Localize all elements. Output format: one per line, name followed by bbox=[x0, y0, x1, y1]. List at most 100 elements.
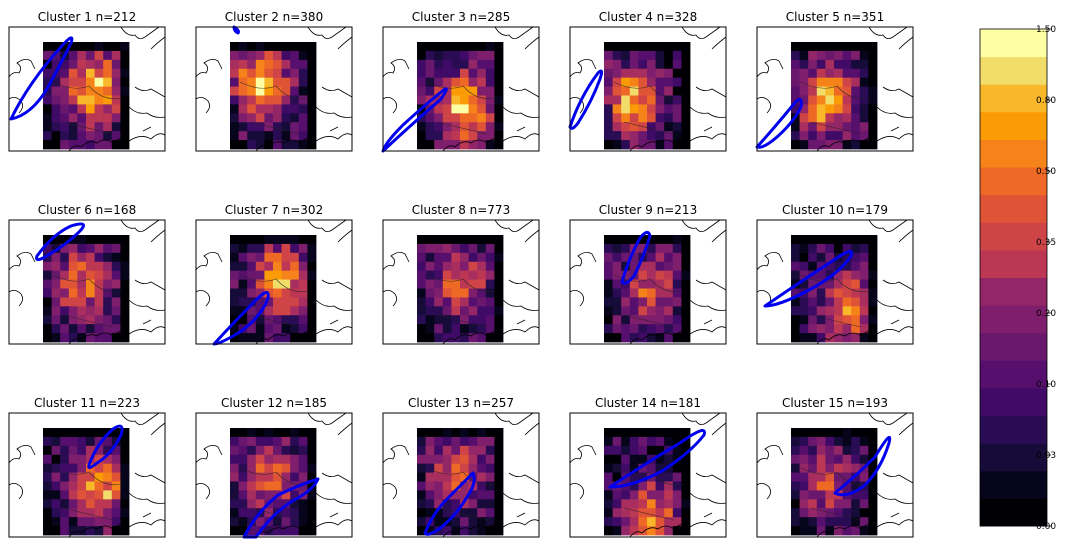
heatmap-cell bbox=[485, 131, 495, 141]
heatmap-cell bbox=[681, 122, 691, 132]
heatmap-cell bbox=[842, 428, 852, 438]
heatmap-cell bbox=[647, 445, 656, 456]
heatmap-cell bbox=[638, 68, 648, 79]
heatmap-cell bbox=[655, 104, 665, 114]
heatmap-cell bbox=[638, 499, 648, 509]
heatmap-cell bbox=[629, 140, 639, 150]
heatmap-cell bbox=[86, 252, 95, 263]
contour-overlay bbox=[9, 36, 74, 121]
heatmap-cell bbox=[273, 297, 282, 307]
heatmap-cell bbox=[43, 42, 52, 52]
heatmap-cell bbox=[120, 50, 130, 61]
heatmap-cell bbox=[647, 122, 656, 132]
heatmap-cell bbox=[43, 131, 52, 141]
map-panel: Cluster 6 n=168 bbox=[8, 203, 166, 345]
heatmap-cell bbox=[290, 508, 300, 518]
heatmap-cell bbox=[655, 445, 665, 456]
heatmap-cell bbox=[247, 270, 257, 280]
heatmap-cell bbox=[51, 499, 61, 509]
heatmap-cell bbox=[494, 68, 504, 79]
heatmap-cell bbox=[442, 306, 452, 316]
heatmap-cell bbox=[859, 42, 869, 52]
heatmap-cell bbox=[681, 288, 691, 298]
heatmap-cell bbox=[111, 131, 121, 141]
heatmap-cell bbox=[816, 288, 826, 298]
heatmap-cell bbox=[120, 140, 130, 150]
heatmap-cell bbox=[859, 235, 869, 245]
heatmap-cell bbox=[672, 131, 682, 141]
heatmap-cell bbox=[460, 463, 469, 473]
heatmap-cell bbox=[868, 113, 878, 123]
heatmap-cell bbox=[68, 131, 78, 141]
heatmap-cell bbox=[655, 436, 665, 447]
heatmap-cell bbox=[494, 306, 504, 316]
heatmap-cell bbox=[255, 454, 265, 465]
heatmap-cell bbox=[799, 261, 809, 272]
heatmap-cell bbox=[859, 77, 869, 87]
heatmap-cell bbox=[799, 297, 809, 307]
heatmap-cell bbox=[808, 261, 818, 272]
heatmap-cell bbox=[842, 122, 852, 132]
heatmap-grid bbox=[417, 428, 504, 536]
heatmap-cell bbox=[425, 445, 435, 456]
heatmap-cell bbox=[298, 306, 308, 316]
heatmap-cell bbox=[791, 131, 800, 141]
heatmap-cell bbox=[94, 333, 104, 343]
heatmap-cell bbox=[808, 526, 818, 536]
heatmap-cell bbox=[834, 140, 843, 150]
heatmap-cell bbox=[851, 68, 861, 79]
coastline bbox=[8, 412, 166, 538]
heatmap-cell bbox=[681, 77, 691, 87]
heatmap-cell bbox=[485, 77, 495, 87]
heatmap-cell bbox=[604, 252, 613, 263]
heatmap-cell bbox=[664, 122, 674, 132]
heatmap-cell bbox=[247, 436, 257, 447]
heatmap-cell bbox=[655, 472, 665, 482]
heatmap-cell bbox=[60, 481, 70, 491]
heatmap-cell bbox=[273, 68, 282, 79]
heatmap-cell bbox=[86, 526, 95, 536]
heatmap-cell bbox=[51, 235, 61, 245]
map-frame bbox=[569, 219, 727, 345]
heatmap-cell bbox=[451, 261, 461, 272]
heatmap-cell bbox=[264, 428, 274, 438]
colorbar-segment bbox=[980, 415, 1047, 444]
heatmap-cell bbox=[647, 517, 656, 527]
heatmap-cell bbox=[825, 306, 835, 316]
heatmap-cell bbox=[255, 297, 265, 307]
heatmap-cell bbox=[273, 140, 282, 150]
heatmap-cell bbox=[425, 270, 435, 280]
heatmap-cell bbox=[51, 140, 61, 150]
heatmap-cell bbox=[425, 490, 435, 500]
heatmap-cell bbox=[434, 499, 444, 509]
heatmap-cell bbox=[43, 436, 52, 447]
heatmap-cell bbox=[825, 59, 835, 70]
heatmap-cell bbox=[672, 86, 682, 96]
heatmap-cell bbox=[111, 113, 121, 123]
heatmap-cell bbox=[799, 140, 809, 150]
heatmap-cell bbox=[434, 324, 444, 334]
heatmap-cell bbox=[298, 50, 308, 61]
colorbar-tick-label: 1.50 bbox=[1036, 25, 1056, 35]
heatmap-cell bbox=[681, 42, 691, 52]
heatmap-cell bbox=[103, 499, 113, 509]
heatmap-cell bbox=[638, 333, 648, 343]
heatmap-cell bbox=[791, 472, 800, 482]
heatmap-cell bbox=[442, 436, 452, 447]
heatmap-cell bbox=[825, 463, 835, 473]
heatmap-cell bbox=[111, 306, 121, 316]
heatmap-cell bbox=[672, 306, 682, 316]
heatmap-cell bbox=[120, 517, 130, 527]
heatmap-cell bbox=[604, 324, 613, 334]
heatmap-cell bbox=[604, 279, 613, 289]
heatmap-cell bbox=[477, 122, 487, 132]
heatmap-cell bbox=[638, 59, 648, 70]
heatmap-cell bbox=[43, 297, 52, 307]
heatmap-cell bbox=[664, 481, 674, 491]
heatmap-cell bbox=[612, 315, 622, 325]
heatmap-cell bbox=[298, 261, 308, 272]
heatmap-cell bbox=[791, 122, 800, 132]
heatmap-cell bbox=[834, 436, 843, 447]
heatmap-cell bbox=[681, 68, 691, 79]
heatmap-cell bbox=[494, 454, 504, 465]
